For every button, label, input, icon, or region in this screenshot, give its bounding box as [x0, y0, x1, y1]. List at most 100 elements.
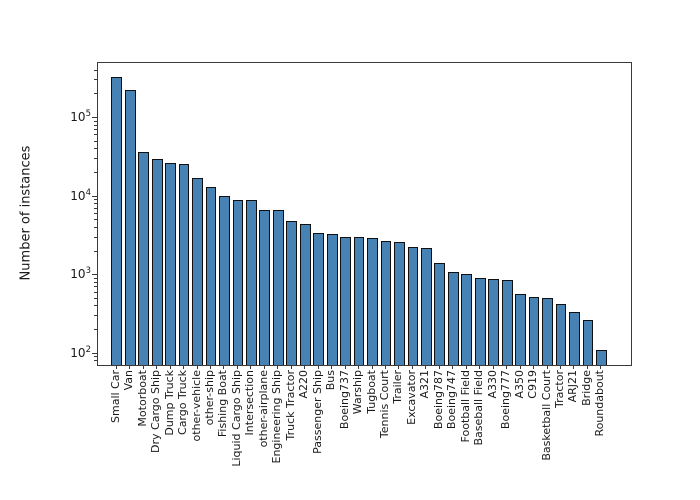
x-axis-ticks: [97, 364, 630, 370]
x-tick-label: Roundabout: [593, 370, 607, 437]
x-tick: [331, 365, 333, 369]
x-tick-label: Boeing737: [337, 370, 351, 430]
y-minor-tick: [94, 277, 97, 279]
x-tick-label: other-ship: [203, 370, 217, 426]
bar-dump-truck: [165, 163, 177, 365]
y-major-tick: [92, 274, 97, 276]
y-tick-label: 103: [70, 266, 91, 282]
x-tick: [452, 365, 454, 369]
bar-motorboat: [138, 152, 150, 365]
x-tick: [438, 365, 440, 369]
y-tick-base: 10: [70, 267, 86, 282]
x-tick-label: Boeing777: [499, 370, 513, 430]
y-minor-tick: [94, 171, 97, 173]
x-tick: [142, 365, 144, 369]
y-major-tick: [92, 352, 97, 354]
y-major-tick: [92, 116, 97, 118]
y-minor-tick: [94, 134, 97, 136]
bar-a321: [420, 248, 432, 365]
bar-dry-cargo-ship: [151, 159, 163, 365]
x-tick-label: C919: [526, 370, 540, 399]
x-tick: [129, 365, 131, 369]
y-minor-tick: [94, 226, 97, 228]
x-tick: [586, 365, 588, 369]
x-tick-label: other-airplane: [256, 370, 270, 448]
x-tick-label: A321: [418, 370, 432, 399]
x-tick: [559, 365, 561, 369]
y-tick-label: 105: [70, 109, 91, 125]
x-tick: [156, 365, 158, 369]
bar-c919: [528, 297, 540, 365]
bar-trailer: [394, 242, 405, 365]
y-minor-tick: [94, 199, 97, 201]
y-minor-tick: [94, 360, 97, 362]
y-minor-tick: [94, 281, 97, 283]
x-tick: [465, 365, 467, 369]
bar-tractor: [555, 303, 567, 365]
y-minor-tick: [94, 69, 97, 71]
x-tick-label: Basketball Court: [539, 370, 553, 461]
y-minor-tick: [94, 124, 97, 126]
x-tick-label: Intersection: [243, 370, 257, 436]
bar-engineering-ship: [272, 209, 284, 365]
y-minor-tick: [94, 140, 97, 142]
bars-container: [98, 63, 631, 365]
x-tick: [277, 365, 279, 369]
x-tick: [169, 365, 171, 369]
x-tick-label: Dry Cargo Ship: [149, 370, 163, 453]
x-tick: [573, 365, 575, 369]
y-minor-tick: [94, 213, 97, 214]
bar-other-vehicle: [192, 178, 203, 365]
bar-basketball-court: [542, 298, 553, 365]
y-minor-tick: [94, 356, 97, 358]
y-minor-tick: [94, 79, 97, 81]
y-tick-exponent: 2: [85, 344, 91, 355]
y-tick-labels: 102 103 104 105: [0, 62, 91, 364]
x-tick: [223, 365, 225, 369]
x-tick: [398, 365, 400, 369]
x-tick-label: other-vehicle: [189, 370, 203, 442]
y-minor-tick: [94, 291, 97, 293]
bar-van: [124, 89, 136, 365]
x-tick: [183, 365, 185, 369]
x-tick-label: Dump Truck: [162, 370, 176, 436]
bar-fishing-boat: [219, 196, 230, 365]
x-tick-label: Baseball Field: [472, 370, 486, 446]
x-tick: [425, 365, 427, 369]
y-minor-tick: [94, 329, 97, 331]
bar-liquid-cargo-ship: [232, 199, 244, 365]
x-tick: [506, 365, 508, 369]
bar-other-airplane: [259, 209, 271, 365]
bar-other-ship: [205, 186, 217, 365]
bar-baseball-field: [474, 277, 486, 365]
x-tick: [479, 365, 481, 369]
x-tick-label: A330: [485, 370, 499, 399]
bar-cargo-truck: [178, 164, 190, 365]
y-minor-tick: [94, 219, 97, 221]
x-tick-label: Tractor: [552, 370, 566, 408]
bar-a350: [515, 294, 526, 365]
y-major-tick: [92, 195, 97, 197]
x-tick-label: Trailer: [391, 370, 405, 404]
x-tick-label: A350: [512, 370, 526, 399]
x-tick: [600, 365, 602, 369]
bar-truck-tractor: [286, 221, 298, 365]
x-tick: [385, 365, 386, 369]
x-tick-label: Small Car: [108, 370, 122, 423]
x-tick-label: Bus: [324, 370, 338, 391]
bar-arj21: [569, 311, 580, 365]
bar-tennis-court: [380, 240, 392, 365]
x-tick: [115, 365, 117, 369]
x-tick: [317, 365, 319, 369]
x-tick: [250, 365, 252, 369]
bar-a330: [488, 278, 500, 365]
x-tick-label: Van: [122, 370, 136, 391]
y-minor-tick: [94, 120, 97, 122]
y-minor-tick: [94, 158, 97, 160]
x-tick: [411, 365, 413, 369]
y-minor-tick: [94, 236, 97, 238]
bar-small-car: [111, 76, 123, 365]
x-tick: [304, 365, 306, 369]
y-minor-tick: [94, 148, 97, 150]
